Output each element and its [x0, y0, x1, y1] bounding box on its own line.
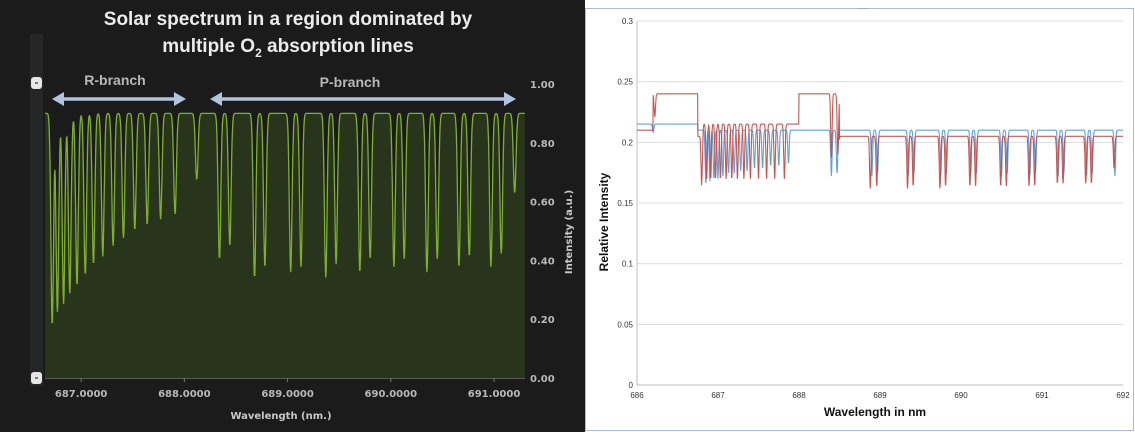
right-red-spectrum-line	[637, 93, 1123, 189]
left-x-tick-label: 689.0000	[261, 389, 314, 400]
left-x-tick-label: 688.0000	[158, 389, 211, 400]
right-y-axis-label: Relative Intensity	[597, 172, 611, 271]
p-branch-arrow-right-head	[504, 92, 516, 106]
left-scrollbar-handle-bottom-grip	[35, 377, 38, 379]
right-y-tick-label: 0.3	[622, 17, 634, 26]
left-x-tick-label: 690.0000	[365, 389, 418, 400]
right-chart-panel: .... 686 687 688 689 690 691 692 0 0.05 0.1 0.15 0.…	[585, 0, 1135, 432]
right-y-tick-label: 0.05	[617, 320, 633, 329]
r-branch-arrow-left-head	[52, 92, 64, 106]
left-chart-title-line2-pre: multiple O	[162, 36, 255, 57]
right-y-tick-label: 0.1	[622, 260, 634, 269]
left-x-tick-label: 691.0000	[468, 389, 521, 400]
right-plot-area	[637, 93, 1123, 189]
right-x-tick-label: 687	[711, 391, 725, 400]
right-y-tick-label: 0.25	[617, 78, 633, 87]
left-chart-title-line1: Solar spectrum in a region dominated by	[104, 9, 473, 30]
left-y-tick-label: 0.60	[530, 198, 555, 209]
left-scrollbar-track[interactable]	[30, 34, 43, 386]
right-x-axis-label: Wavelength in nm	[824, 405, 926, 419]
right-y-tick-label: 0	[629, 381, 634, 390]
right-spectrum-chart: .... 686 687 688 689 690 691 692 0 0.05 0.1 0.15 0.…	[585, 2, 1134, 431]
left-spectrum-chart: Solar spectrum in a region dominated by …	[30, 9, 575, 422]
left-chart-title-line2: multiple O2 absorption lines	[162, 36, 414, 60]
left-chart-title-line2-sub: 2	[255, 46, 262, 60]
left-x-axis-label: Wavelength (nm.)	[230, 411, 331, 422]
left-chart-title-line2-post: absorption lines	[262, 36, 414, 57]
right-y-tick-label: 0.15	[617, 199, 633, 208]
left-y-tick-label: 0.00	[530, 374, 555, 385]
right-x-tick-label: 689	[873, 391, 887, 400]
left-plot-area	[45, 112, 525, 379]
left-scrollbar-handle-top-grip	[35, 82, 38, 84]
right-x-tick-label: 686	[630, 391, 644, 400]
left-spectrum-fill	[45, 113, 525, 379]
left-axis-group: 687.0000 688.0000 689.0000 690.0000 691.0000…	[45, 80, 555, 400]
right-x-tick-label: 692	[1116, 391, 1130, 400]
left-y-tick-label: 0.20	[530, 315, 555, 326]
left-x-tick-label: 687.0000	[55, 389, 108, 400]
p-branch-arrow	[210, 92, 516, 106]
r-branch-arrow-right-head	[174, 92, 186, 106]
left-spectrum-line	[45, 112, 525, 324]
left-y-tick-label: 0.40	[530, 256, 555, 267]
right-chart-frame	[585, 8, 1134, 431]
left-y-axis-label: Intensity (a.u.)	[564, 190, 575, 274]
r-branch-arrow	[52, 92, 186, 106]
right-y-tick-label: 0.2	[622, 138, 634, 147]
right-x-tick-label: 688	[792, 391, 806, 400]
p-branch-label: P-branch	[320, 74, 381, 90]
r-branch-label: R-branch	[84, 72, 145, 88]
p-branch-arrow-left-head	[210, 92, 222, 106]
right-x-tick-label: 691	[1035, 391, 1049, 400]
left-y-tick-label: 1.00	[530, 80, 555, 91]
right-blue-spectrum-line	[637, 123, 1123, 183]
right-gridlines	[636, 20, 1123, 386]
left-y-tick-label: 0.80	[530, 139, 555, 150]
right-x-tick-label: 690	[954, 391, 968, 400]
right-axis-group: 686 687 688 689 690 691 692 0 0.05 0.1 0.15 0.2 0.25…	[617, 17, 1130, 400]
frame-resize-handle[interactable]: ....	[859, 2, 868, 11]
left-chart-panel: Solar spectrum in a region dominated by …	[0, 0, 585, 432]
